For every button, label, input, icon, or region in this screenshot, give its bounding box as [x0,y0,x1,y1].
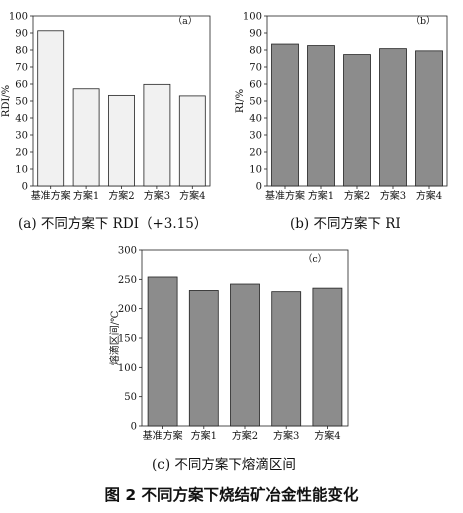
x-tick-label: 方案4 [179,189,205,202]
x-tick-label: 方案2 [232,429,258,442]
y-tick-label: 100 [118,363,137,374]
y-tick-label: 100 [243,12,262,23]
bar [312,287,343,427]
y-tick-label: 300 [118,246,137,257]
caption-c: (c) 不同方案下熔滴区间 [152,457,296,473]
caption-a: (a) 不同方案下 RDI（+3.15） [18,216,208,232]
y-tick-label: 100 [9,12,28,23]
x-tick-label: 方案2 [344,189,370,202]
bar [188,290,219,427]
x-tick-label: 方案1 [308,189,334,202]
panel-tag: （c） [303,253,327,265]
x-tick-label: 方案4 [416,189,442,202]
x-tick-label: 方案4 [314,429,340,442]
bar [271,291,302,427]
x-tick-label: 基准方案 [265,189,305,202]
y-tick-label: 200 [118,304,137,315]
y-tick-label: 60 [249,80,262,91]
y-tick-label: 20 [15,148,28,159]
y-tick-label: 60 [15,80,28,91]
panel-tag: （a） [173,15,198,27]
y-tick-label: 40 [249,114,262,125]
x-tick-label: 基准方案 [143,429,183,442]
y-tick-label: 90 [15,29,28,40]
y-tick-label: 50 [249,97,262,108]
y-tick-label: 70 [15,63,28,74]
y-tick-label: 20 [249,148,262,159]
y-tick-label: 70 [249,63,262,74]
y-axis-label: RDI/% [1,85,12,117]
bar [379,48,407,187]
y-tick-label: 80 [249,46,262,57]
y-axis-label: RI/% [235,89,246,113]
caption-b: (b) 不同方案下 RI [290,216,401,232]
bar [108,94,135,187]
y-tick-label: 150 [118,334,137,345]
figure-title: 图 2 不同方案下烧结矿冶金性能变化 [104,486,359,504]
bar [271,43,299,187]
bar [178,95,206,187]
x-tick-label: 基准方案 [31,189,71,202]
x-tick-label: 方案3 [144,189,170,202]
y-tick-label: 90 [249,29,262,40]
y-tick-label: 0 [22,182,28,193]
y-tick-label: 80 [15,46,28,57]
x-tick-label: 方案2 [108,189,134,202]
y-tick-label: 50 [124,392,137,403]
bar [147,276,178,427]
y-tick-label: 10 [249,165,262,176]
chart-b: 0 10 20 30 40 50 60 70 80 90 100 RI/% （b） 基准方案 方案1 方案2 方… [235,12,448,202]
bar [143,83,171,187]
y-tick-label: 0 [256,182,262,193]
bar [37,30,65,187]
y-axis-label: 熔滴区间/℃ [108,311,121,366]
y-tick-label: 0 [131,422,137,433]
x-tick-label: 方案1 [191,429,217,442]
chart-a: 0 10 20 30 40 50 60 70 80 90 100 RDI/% （a） 基准方案 方案1 方案2… [1,12,211,202]
bar [307,45,335,187]
y-tick-label: 10 [15,165,28,176]
x-tick-label: 方案3 [273,429,299,442]
x-tick-label: 方案3 [380,189,406,202]
chart-c: 0 50 100 150 200 250 300 熔滴区间/℃ （c） 基准方案 方案1 方案2 方案3… [108,246,349,442]
bar [72,88,100,187]
bar [415,50,443,187]
y-tick-label: 30 [15,131,28,142]
bar [230,283,260,427]
y-tick-label: 50 [15,97,28,108]
y-tick-label: 40 [15,114,28,125]
y-tick-label: 250 [118,275,137,286]
x-tick-label: 方案1 [73,189,99,202]
y-tick-label: 30 [249,131,262,142]
bar [343,54,371,187]
panel-tag: （b） [410,15,435,27]
